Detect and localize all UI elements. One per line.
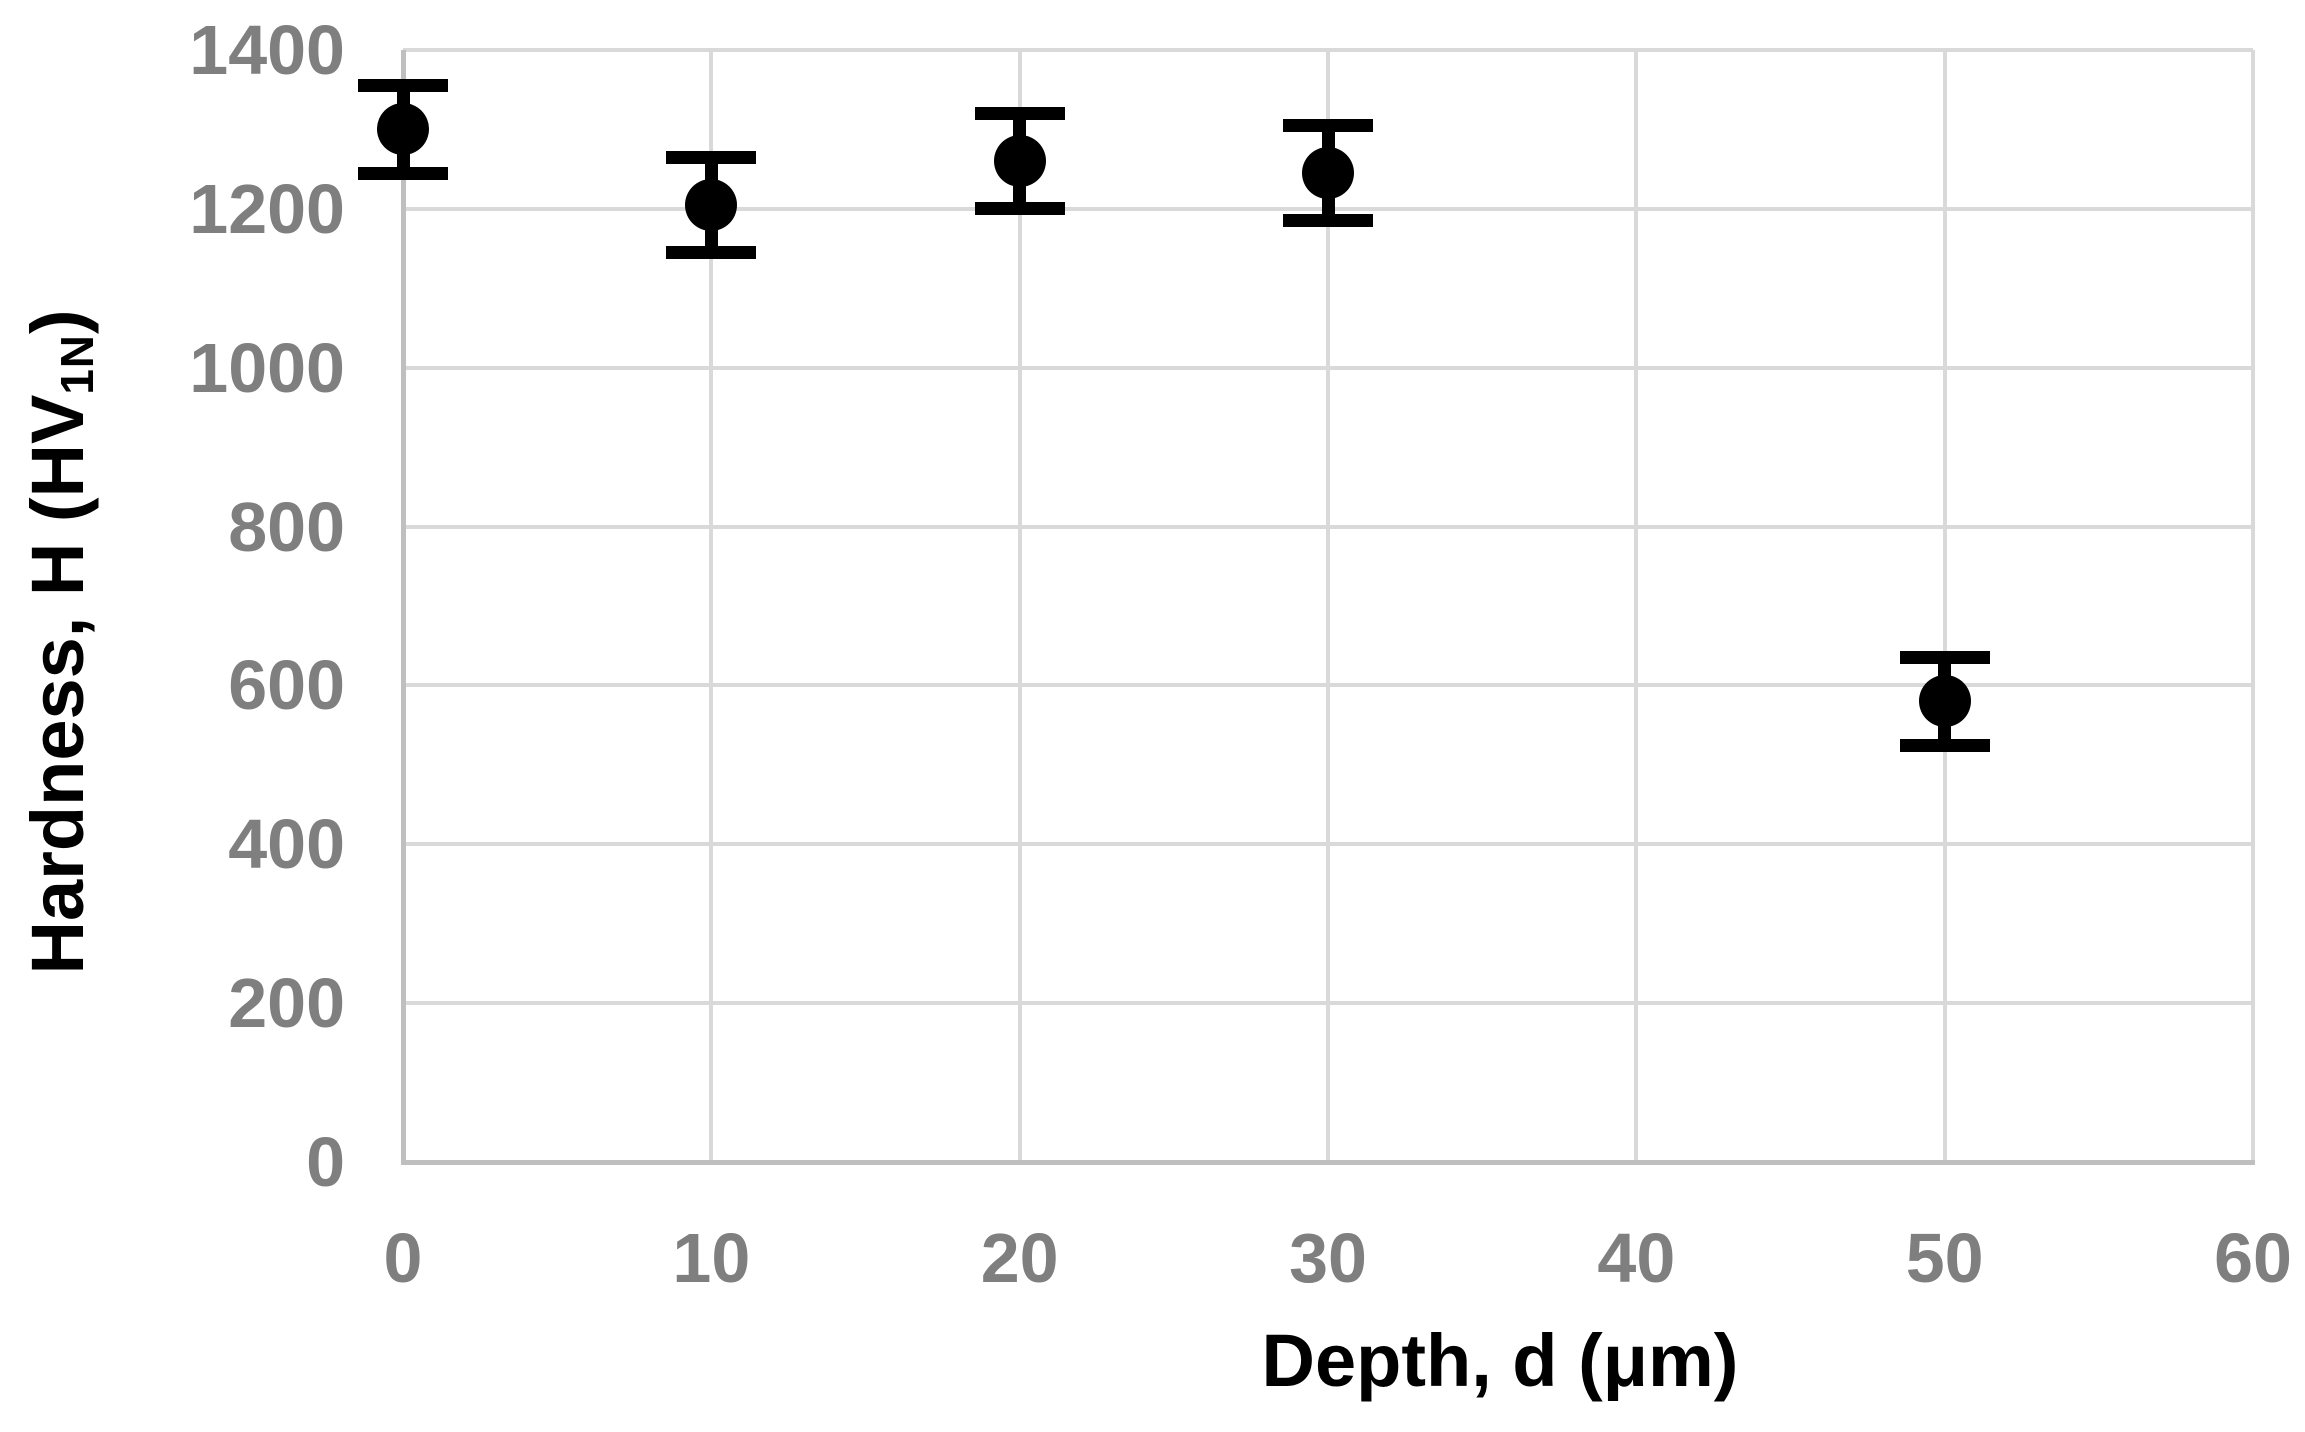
x-axis-line — [401, 1160, 2255, 1165]
gridline-x-40 — [1634, 50, 1639, 1162]
error-bar-cap-bottom — [1283, 214, 1373, 228]
data-point — [1918, 675, 1971, 728]
x-tick-label: 50 — [1905, 1219, 1984, 1297]
data-point — [1302, 147, 1354, 200]
y-tick-label: 0 — [306, 1123, 345, 1201]
x-tick-label: 30 — [1289, 1219, 1367, 1297]
gridline-x-30 — [1326, 50, 1330, 1162]
x-tick-label: 20 — [980, 1219, 1059, 1297]
x-tick-label: 60 — [2214, 1219, 2292, 1297]
error-bar-cap-bottom — [358, 166, 448, 180]
data-point — [993, 135, 1046, 188]
data-point — [685, 178, 738, 231]
error-bar-cap-top — [1899, 651, 1990, 665]
y-tick-label: 200 — [228, 964, 345, 1043]
gridline-x-60 — [2251, 50, 2255, 1162]
error-bar-cap-top — [666, 150, 757, 164]
error-bar-cap-bottom — [974, 202, 1065, 216]
data-point — [377, 103, 429, 156]
error-bar-cap-top — [1283, 118, 1373, 132]
y-tick-label: 800 — [228, 487, 345, 566]
y-tick-label: 400 — [228, 805, 345, 884]
gridline-x-20 — [1017, 50, 1022, 1162]
y-axis-line — [401, 50, 406, 1164]
y-tick-label: 600 — [228, 646, 345, 725]
y-tick-label: 1000 — [189, 328, 345, 407]
x-tick-label: 10 — [672, 1219, 751, 1297]
x-tick-label: 40 — [1597, 1219, 1676, 1297]
error-bar-cap-bottom — [1899, 738, 1990, 752]
x-tick-label: 0 — [383, 1219, 423, 1297]
gridline-x-50 — [1942, 50, 1947, 1162]
x-axis-title: Depth, d (μm) — [1261, 1319, 1739, 1402]
y-tick-label: 1200 — [189, 169, 345, 248]
error-bar-cap-top — [974, 107, 1065, 121]
gridline-x-10 — [709, 50, 714, 1162]
y-tick-label: 1400 — [189, 11, 345, 89]
error-bar-cap-bottom — [666, 246, 757, 260]
error-bar-cap-top — [358, 79, 448, 93]
